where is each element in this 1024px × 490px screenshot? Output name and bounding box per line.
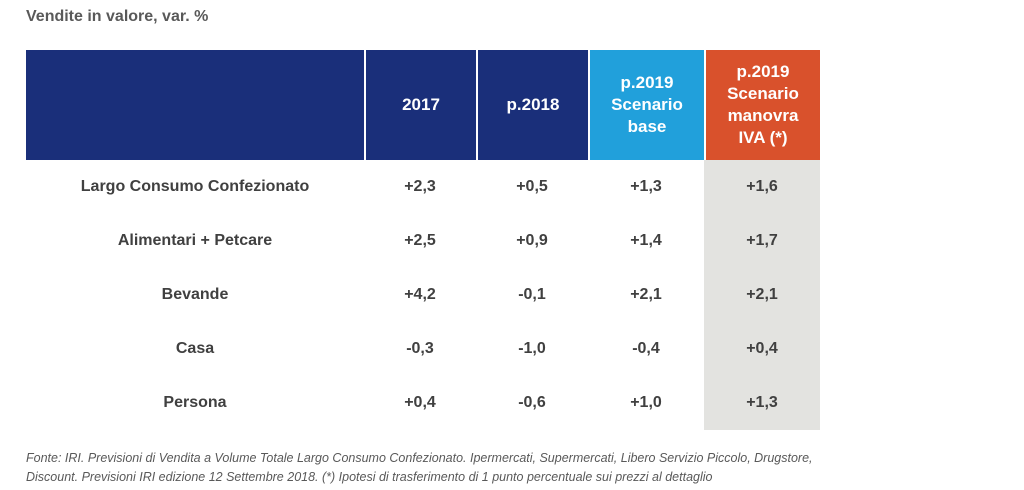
value-cell: +4,2	[404, 286, 436, 303]
value-cell: -0,3	[406, 340, 434, 357]
table-row: Bevande +4,2 -0,1 +2,1 +2,1	[26, 268, 820, 322]
value-cell: +0,4	[404, 394, 436, 411]
header-cell-p2019-base: p.2019 Scenario base	[588, 50, 704, 160]
header-cell-2017: 2017	[364, 50, 476, 160]
row-label: Alimentari + Petcare	[117, 232, 273, 249]
value-cell: +2,1	[704, 268, 820, 322]
value-cell: +2,3	[404, 178, 436, 195]
header-text: p.2019	[620, 73, 674, 92]
header-text: p.2019	[736, 62, 790, 81]
header-text: 2017	[402, 95, 440, 114]
header-cell-label	[26, 50, 364, 160]
value-cell: -0,4	[632, 340, 660, 357]
header-cell-p2019-iva: p.2019 Scenario manovra IVA (*)	[704, 50, 820, 160]
row-label: Largo Consumo Confezionato	[80, 178, 310, 195]
header-text: Scenario	[727, 84, 799, 103]
value-cell: +2,5	[404, 232, 436, 249]
header-cell-p2018: p.2018	[476, 50, 588, 160]
value-cell: +1,3	[630, 178, 662, 195]
footnote-line: Discount. Previsioni IRI edizione 12 Set…	[26, 470, 713, 484]
source-footnote: Fonte: IRI. Previsioni di Vendita a Volu…	[26, 449, 986, 487]
forecast-table: 2017 p.2018 p.2019 Scenario base p.2019 …	[26, 50, 820, 430]
row-label: Persona	[163, 394, 227, 411]
chart-title: Vendite in valore, var. %	[26, 8, 209, 25]
row-label: Casa	[175, 340, 215, 357]
footnote-line: Fonte: IRI. Previsioni di Vendita a Volu…	[26, 451, 813, 465]
value-cell: +1,3	[704, 376, 820, 430]
table-row: Alimentari + Petcare +2,5 +0,9 +1,4 +1,7	[26, 214, 820, 268]
table-row: Persona +0,4 -0,6 +1,0 +1,3	[26, 376, 820, 430]
header-text: manovra	[727, 106, 799, 125]
value-cell: +2,1	[630, 286, 662, 303]
header-row: 2017 p.2018 p.2019 Scenario base p.2019 …	[26, 50, 820, 160]
value-cell: +0,9	[516, 232, 548, 249]
value-cell: -1,0	[518, 340, 546, 357]
value-cell: -0,1	[518, 286, 546, 303]
header-text: Scenario	[611, 95, 683, 114]
value-cell: +1,6	[704, 160, 820, 214]
value-cell: -0,6	[518, 394, 546, 411]
header-text: p.2018	[506, 95, 560, 114]
row-label: Bevande	[161, 286, 229, 303]
value-cell: +0,4	[704, 322, 820, 376]
value-cell: +1,4	[630, 232, 662, 249]
value-cell: +1,0	[630, 394, 662, 411]
value-cell: +1,7	[704, 214, 820, 268]
header-text: IVA (*)	[738, 128, 788, 147]
value-cell: +0,5	[516, 178, 548, 195]
header-text: base	[627, 117, 667, 136]
table-row: Casa -0,3 -1,0 -0,4 +0,4	[26, 322, 820, 376]
table-row: Largo Consumo Confezionato +2,3 +0,5 +1,…	[26, 160, 820, 214]
